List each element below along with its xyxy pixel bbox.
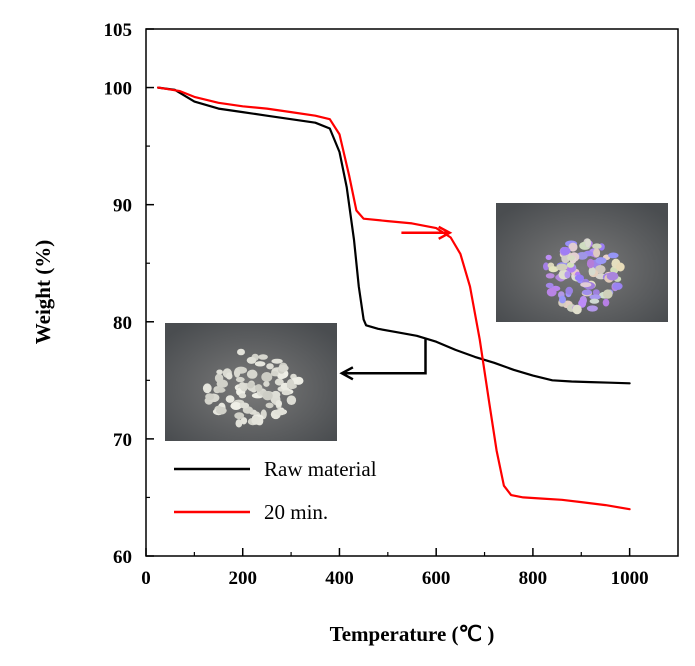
- y-axis-ticks: [146, 28, 154, 557]
- arrow-to-photo-raw-material-sample: [341, 339, 427, 375]
- series-line-20-min: [157, 86, 631, 511]
- y-tick-label: 80: [113, 313, 132, 334]
- legend-label-20-min: 20 min.: [264, 500, 328, 524]
- series-line-raw-material: [157, 86, 631, 385]
- photo-20-min-sample: [496, 203, 668, 322]
- x-tick-label: 600: [422, 568, 451, 589]
- legend-label-raw-material: Raw material: [264, 457, 377, 481]
- legend: Raw material 20 min.: [174, 457, 377, 524]
- x-tick-label: 400: [325, 568, 354, 589]
- x-axis-ticks: [145, 548, 631, 556]
- x-axis-tick-labels: 0 200 400 600 800 1000: [141, 568, 648, 589]
- y-axis-title: Weight (%): [31, 240, 55, 344]
- x-tick-label: 200: [228, 568, 257, 589]
- x-tick-label: 800: [519, 568, 548, 589]
- annotation-arrows: [339, 225, 453, 381]
- y-tick-label: 90: [113, 196, 132, 217]
- arrowhead: [438, 225, 453, 240]
- series-layer: [157, 86, 631, 511]
- plot-frame: [145, 28, 679, 557]
- arrowhead: [339, 366, 354, 381]
- x-tick-label: 0: [141, 568, 151, 589]
- y-tick-label: 100: [104, 79, 133, 100]
- y-axis-tick-labels: 60 70 80 90 100 105: [104, 20, 133, 568]
- x-tick-label: 1000: [611, 568, 649, 589]
- y-tick-label: 105: [104, 20, 133, 41]
- y-tick-label: 60: [113, 547, 132, 568]
- x-axis-title: Temperature (℃ ): [330, 622, 495, 646]
- photo-raw-material-sample: [165, 323, 337, 441]
- y-tick-label: 70: [113, 430, 132, 451]
